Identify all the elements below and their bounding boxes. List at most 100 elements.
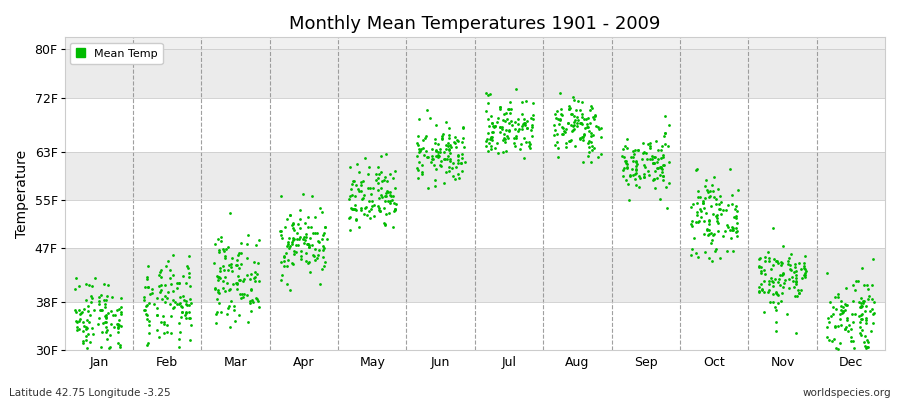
Point <box>853 304 868 310</box>
Point <box>621 197 635 204</box>
Point <box>864 296 878 302</box>
Point <box>223 210 238 216</box>
Point <box>100 336 114 342</box>
Point <box>454 160 469 166</box>
Point <box>701 231 716 237</box>
Point <box>837 301 851 308</box>
Point <box>515 99 529 106</box>
Point <box>638 164 652 170</box>
Point <box>374 184 388 191</box>
Point <box>231 272 246 279</box>
Point <box>76 328 90 334</box>
Point <box>699 177 714 183</box>
Point <box>634 156 649 162</box>
Point <box>524 115 538 121</box>
Point <box>296 240 310 246</box>
Point <box>579 115 593 122</box>
Point <box>501 135 516 141</box>
Point <box>141 329 156 336</box>
Point <box>141 263 156 270</box>
Point <box>518 120 532 127</box>
Point <box>317 245 331 252</box>
Point <box>159 294 174 301</box>
Point <box>702 218 716 225</box>
Point <box>431 152 446 158</box>
Point <box>855 327 869 334</box>
Point <box>661 143 675 150</box>
Point <box>770 307 784 313</box>
Point <box>779 311 794 318</box>
Point <box>576 136 590 143</box>
Point <box>703 188 717 194</box>
Point <box>94 292 109 298</box>
Point <box>656 162 670 168</box>
Point <box>794 266 808 272</box>
Point <box>502 110 517 117</box>
Point <box>729 229 743 235</box>
Point <box>276 253 291 260</box>
Bar <box>65 49 885 98</box>
Point <box>112 316 126 323</box>
Point <box>112 342 127 348</box>
Point <box>207 260 221 266</box>
Point <box>853 319 868 325</box>
Point <box>711 186 725 192</box>
Point <box>351 186 365 192</box>
Point <box>501 128 516 134</box>
Point <box>616 167 630 174</box>
Point <box>436 148 451 155</box>
Point <box>483 134 498 140</box>
Point <box>724 226 739 233</box>
Point <box>221 303 236 309</box>
Point <box>867 299 881 305</box>
Point <box>655 152 670 158</box>
Point <box>856 300 870 306</box>
Point <box>455 151 470 157</box>
Point <box>175 309 189 316</box>
Text: worldspecies.org: worldspecies.org <box>803 388 891 398</box>
Point <box>374 169 388 175</box>
Point <box>68 286 83 292</box>
Point <box>364 203 379 210</box>
Point <box>374 152 388 159</box>
Point <box>433 146 447 152</box>
Point <box>293 248 308 254</box>
Point <box>303 234 318 241</box>
Point <box>212 246 226 253</box>
Point <box>835 304 850 311</box>
Point <box>172 320 186 326</box>
Point <box>558 129 572 136</box>
Point <box>113 304 128 310</box>
Point <box>853 300 868 306</box>
Point <box>620 144 634 151</box>
Point <box>497 134 511 141</box>
Point <box>111 328 125 335</box>
Point <box>500 148 514 154</box>
Point <box>770 258 784 264</box>
Point <box>282 235 296 241</box>
Point <box>859 320 873 326</box>
Point <box>224 298 238 304</box>
Point <box>645 160 660 166</box>
Point <box>723 226 737 233</box>
Point <box>431 141 446 148</box>
Point <box>161 288 176 295</box>
Point <box>210 309 224 315</box>
Point <box>419 148 434 154</box>
Point <box>77 322 92 329</box>
Point <box>637 149 652 155</box>
Point <box>217 267 231 273</box>
Point <box>153 269 167 276</box>
Point <box>798 253 813 259</box>
Point <box>571 117 585 123</box>
Point <box>616 153 630 160</box>
Point <box>110 307 124 314</box>
Point <box>158 298 172 305</box>
Point <box>526 112 540 118</box>
Point <box>777 242 791 249</box>
Point <box>160 322 175 329</box>
Point <box>642 172 656 178</box>
Point <box>688 218 703 225</box>
Point <box>755 286 770 292</box>
Point <box>861 293 876 300</box>
